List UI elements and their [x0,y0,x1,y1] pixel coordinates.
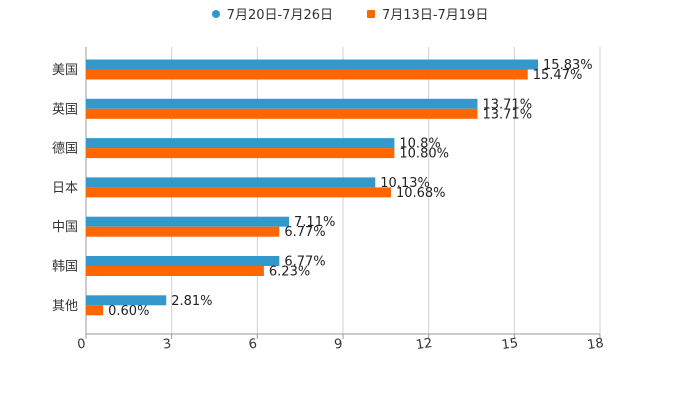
legend-marker-series-1 [211,9,220,18]
bar-series-2 [86,108,478,119]
data-label-series-1: 6.77% [284,255,325,270]
category-label: 其他 [52,299,78,314]
data-label-series-2: 6.77% [284,225,325,240]
legend-label-series-1: 7月20日-7月26日 [226,8,333,23]
bar-series-2 [86,305,104,316]
category-label: 英国 [52,102,78,117]
data-label-series-1: 10.8% [399,137,440,152]
data-label-series-2: 13.71% [482,107,532,122]
bar-series-2 [86,69,528,80]
data-label-series-1: 7.11% [294,215,335,230]
bar-series-1 [86,216,290,227]
category-label: 韩国 [52,260,78,275]
x-tick-label: 0 [76,337,86,353]
legend-item-series-1[interactable]: 7月20日-7月26日 [211,4,333,23]
category-label: 美国 [52,63,78,78]
bar-series-1 [86,138,395,149]
data-label-series-2: 10.68% [396,186,446,201]
x-tick-label: 6 [248,337,258,353]
legend-marker-series-2 [367,9,375,18]
data-label-series-2: 15.47% [533,68,583,83]
bar-series-1 [86,98,478,109]
bar-series-1 [86,256,280,266]
x-tick-label: 9 [333,337,343,353]
bar-series-1 [86,177,376,188]
x-tick-label: 18 [586,336,604,353]
bar-series-2 [86,187,391,198]
bar-series-1 [86,59,539,70]
x-tick-label: 12 [415,336,433,353]
category-label: 日本 [52,181,78,196]
bar-series-2 [86,266,264,276]
category-label: 德国 [52,142,78,157]
data-label-series-1: 13.71% [482,97,532,112]
data-label-series-2: 6.23% [269,265,310,280]
data-label-series-2: 10.80% [399,147,449,162]
chart-legend: 7月20日-7月26日 7月13日-7月19日 [0,4,700,23]
bar-series-2 [86,148,395,159]
category-label: 中国 [52,220,78,235]
data-label-series-2: 0.60% [108,304,149,319]
bar-series-2 [86,226,280,237]
data-label-series-1: 2.81% [171,294,212,309]
legend-label-series-2: 7月13日-7月19日 [382,8,489,23]
x-tick-label: 15 [501,336,519,353]
legend-item-series-2[interactable]: 7月13日-7月19日 [367,4,488,23]
data-label-series-1: 15.83% [543,58,593,73]
data-label-series-1: 10.13% [380,176,430,191]
x-tick-label: 3 [162,337,172,353]
bar-series-1 [86,295,167,306]
